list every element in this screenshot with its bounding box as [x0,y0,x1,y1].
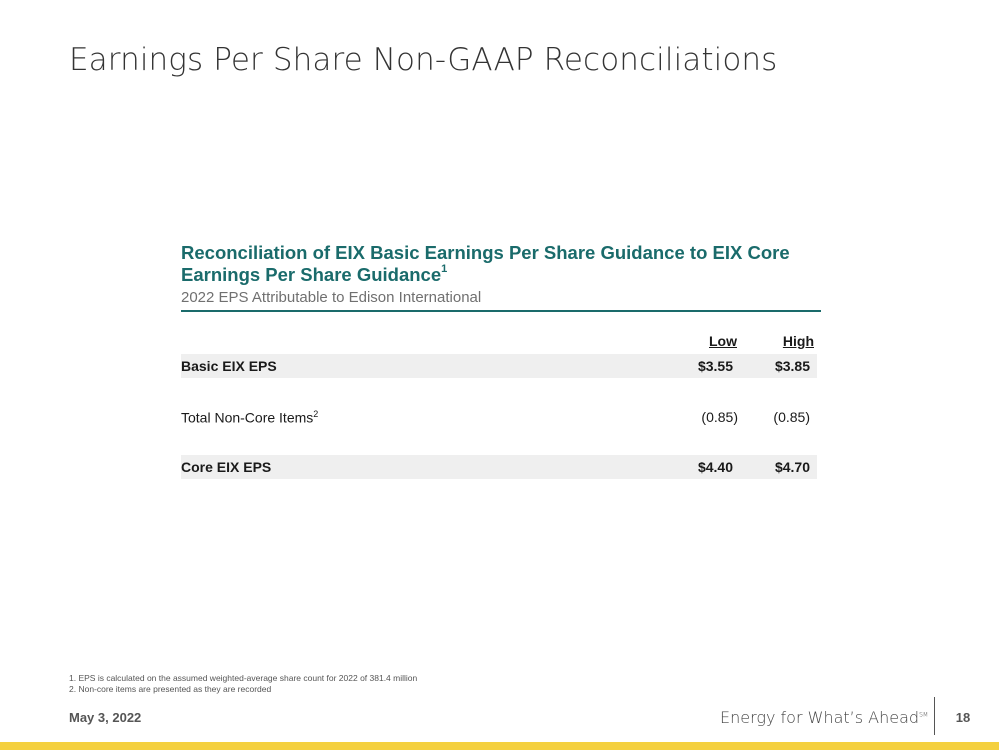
footer-divider [934,697,935,735]
row-value-low: $4.40 [697,459,733,475]
row-footnote-marker: 2 [313,409,319,419]
service-mark: SM [919,711,929,719]
table-heading-footnote-marker: 1 [441,262,448,275]
footnotes: 1. EPS is calculated on the assumed weig… [69,673,417,695]
table-heading: Reconciliation of EIX Basic Earnings Per… [181,242,821,286]
footnote-2: 2. Non-core items are presented as they … [69,684,272,694]
row-label-text: Total Non-Core Items [181,409,314,426]
row-value-high: (0.85) [773,409,810,425]
page-number: 18 [955,710,971,725]
row-label: Core EIX EPS [181,459,272,475]
column-header-high: High [782,333,814,349]
tagline-text: Energy for What’s Ahead [720,708,920,727]
row-value-low: $3.55 [697,358,733,374]
heading-rule [181,310,821,312]
row-label: Total Non-Core Items2 [181,409,318,426]
brand-tagline: Energy for What’s AheadSM [720,708,928,727]
slide-title: Earnings Per Share Non-GAAP Reconciliati… [69,42,778,78]
table-heading-text: Reconciliation of EIX Basic Earnings Per… [181,242,790,285]
footnote-1: 1. EPS is calculated on the assumed weig… [69,673,418,683]
table-subheading: 2022 EPS Attributable to Edison Internat… [181,289,482,306]
row-value-high: $4.70 [774,459,810,475]
column-header-low: Low [709,333,737,349]
table-row-non-core-items: Total Non-Core Items2 (0.85) (0.85) [181,405,817,429]
table-row-core-eps: Core EIX EPS $4.40 $4.70 [181,455,817,479]
row-label: Basic EIX EPS [181,358,277,374]
row-value-high: $3.85 [774,358,810,374]
row-value-low: (0.85) [701,409,738,425]
table-row-basic-eps: Basic EIX EPS $3.55 $3.85 [181,354,817,378]
bottom-accent-bar [0,742,999,750]
footer-date: May 3, 2022 [69,710,142,725]
